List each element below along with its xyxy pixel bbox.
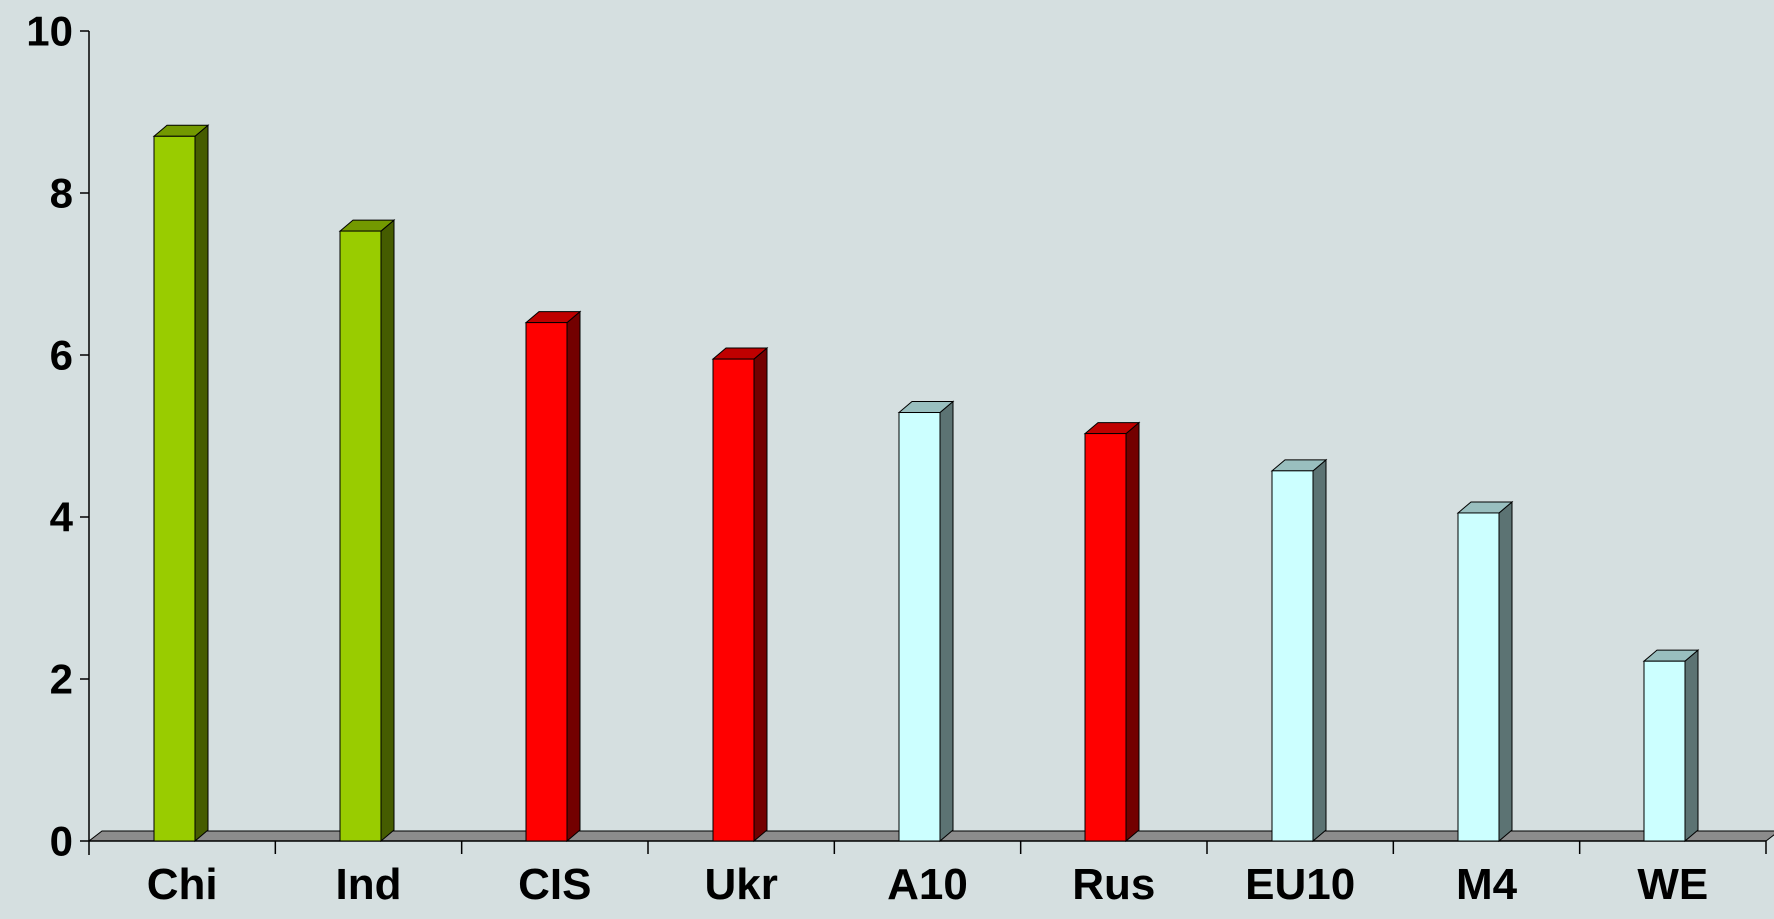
x-tick-label: CIS xyxy=(518,860,591,909)
x-tick-label: Chi xyxy=(147,860,218,909)
y-tick-label: 2 xyxy=(50,656,73,703)
bar-front xyxy=(712,358,755,842)
bar-m4 xyxy=(1456,500,1514,843)
bar-cis xyxy=(524,310,582,843)
bar-side xyxy=(1125,421,1140,843)
bar-front xyxy=(1643,660,1686,842)
bar-ukr xyxy=(711,346,769,843)
x-tick-label: A10 xyxy=(887,860,968,909)
bar-rus xyxy=(1083,421,1141,843)
bar-front xyxy=(339,230,382,842)
bar-side xyxy=(566,310,581,843)
bar-front xyxy=(153,135,196,842)
bar-front xyxy=(898,412,941,842)
x-tick-label: M4 xyxy=(1456,860,1518,909)
bar-eu10 xyxy=(1270,458,1328,843)
bar-a10 xyxy=(897,400,955,843)
x-tick-label: Ukr xyxy=(704,860,777,909)
bar-chi xyxy=(152,124,210,843)
x-tick-label: Rus xyxy=(1072,860,1155,909)
y-tick-label: 8 xyxy=(50,170,73,217)
bar-side xyxy=(939,400,954,843)
bar-side xyxy=(380,218,395,843)
bar-front xyxy=(1271,470,1314,842)
bar-front xyxy=(1084,433,1127,842)
bar-side xyxy=(194,124,209,843)
tick-labels: 0 2 4 6 8 10 Chi Ind CIS Ukr A10 Rus EU10 M4 WE xyxy=(26,8,1708,910)
bar-ind xyxy=(338,218,396,843)
bars xyxy=(152,124,1700,843)
x-tick-label: EU10 xyxy=(1245,860,1355,909)
y-tick-label: 10 xyxy=(26,8,73,55)
y-tick-label: 6 xyxy=(50,332,73,379)
bar-front xyxy=(525,322,568,842)
x-tick-label: Ind xyxy=(336,860,402,909)
y-tick-label: 0 xyxy=(50,818,73,865)
bar-side xyxy=(1684,649,1699,843)
x-tick-label: WE xyxy=(1637,860,1708,909)
bar-side xyxy=(1312,458,1327,843)
y-tick-label: 4 xyxy=(50,494,74,541)
bar-front xyxy=(1457,512,1500,842)
bar-side xyxy=(1498,500,1513,843)
bar-side xyxy=(753,346,768,843)
bar-we xyxy=(1642,649,1700,843)
